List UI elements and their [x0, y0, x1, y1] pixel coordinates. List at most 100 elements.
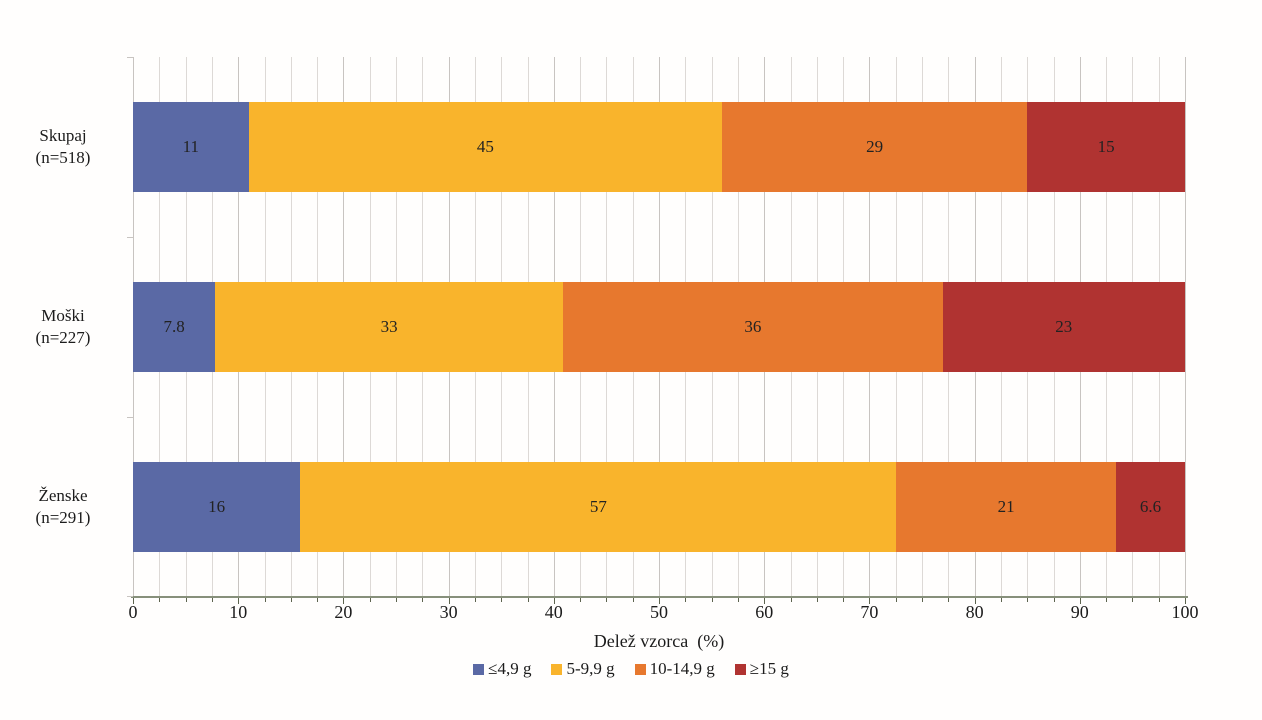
bar-row: 7.8 33 36 23: [133, 237, 1185, 417]
x-axis-tick-label: 10: [229, 602, 248, 622]
y-axis-tick: [127, 417, 133, 418]
bar-value-label: 21: [997, 497, 1015, 516]
x-axis-tick: [448, 598, 450, 604]
x-axis-tick: [317, 598, 319, 602]
legend-swatch: [634, 663, 646, 675]
x-axis-tick-label: 30: [439, 602, 458, 622]
x-axis-tick: [1132, 598, 1134, 602]
x-axis-tick: [422, 598, 424, 602]
x-axis-tick: [1027, 598, 1029, 602]
legend-label: ≥15 g: [749, 659, 789, 678]
x-axis-tick-label: 40: [544, 602, 563, 622]
bar-value-label: 7.8: [163, 317, 185, 336]
x-axis-tick: [685, 598, 687, 602]
bar-segment: 45: [248, 102, 723, 192]
x-axis-tick: [764, 598, 766, 604]
legend-item: ≥15 g: [734, 659, 789, 679]
x-axis-tick: [159, 598, 161, 602]
stacked-bar: 11 45 29 15: [133, 102, 1185, 192]
x-axis-tick: [922, 598, 923, 602]
x-axis-title: Delež vzorca (%): [593, 631, 725, 651]
bar-segment: 57: [300, 462, 897, 552]
bar-segment: 15: [1027, 102, 1185, 192]
x-axis-tick: [343, 598, 345, 604]
x-axis-tick: [238, 598, 240, 604]
x-axis-tick: [974, 598, 976, 604]
x-axis-tick-label: 60: [755, 602, 774, 622]
category-name: Skupaj: [39, 125, 87, 145]
x-axis-tick: [1000, 598, 1002, 602]
x-axis-tick: [948, 598, 950, 602]
x-axis-tick: [553, 598, 555, 604]
x-axis-tick: [580, 598, 582, 602]
bar-segment: 7.8: [133, 282, 216, 372]
x-axis-line: [131, 596, 1188, 598]
chart-legend: ≤4,9 g 5-9,9 g 10-14,9 g ≥15 g: [0, 659, 1262, 679]
x-axis-tick: [211, 598, 213, 602]
x-axis-tick: [711, 598, 713, 602]
category-label: Skupaj (n=518): [0, 57, 126, 237]
x-axis-tick: [659, 598, 660, 604]
x-axis-tick: [1106, 598, 1108, 602]
legend-item: ≤4,9 g: [473, 659, 531, 679]
category-sample-size: (n=518): [35, 148, 91, 167]
x-axis-tick-label: 90: [1070, 602, 1089, 622]
x-axis-tick: [185, 598, 187, 602]
legend-label: ≤4,9 g: [488, 659, 532, 678]
x-axis-tick: [133, 598, 134, 604]
x-axis-tick: [843, 598, 845, 602]
x-axis-tick-label: 70: [860, 602, 879, 622]
bar-value-label: 23: [1055, 317, 1073, 336]
bar-value-label: 29: [866, 137, 884, 156]
legend-item: 10-14,9 g: [634, 659, 715, 679]
x-axis-tick-label: 20: [334, 602, 353, 622]
x-axis-tick: [264, 598, 266, 602]
bar-value-label: 45: [476, 137, 494, 156]
x-axis-tick: [816, 598, 818, 602]
bar-segment: 36: [563, 282, 943, 372]
bar-segment: 29: [722, 102, 1028, 192]
category-sample-size: (n=291): [35, 508, 91, 527]
y-axis-tick: [127, 57, 133, 58]
bar-value-label: 15: [1097, 137, 1115, 156]
x-axis-tick: [527, 598, 529, 602]
legend-swatch: [473, 663, 485, 675]
x-axis-tick: [606, 598, 608, 602]
x-axis-tick: [396, 598, 397, 602]
y-axis-tick: [127, 237, 133, 238]
stacked-bar: 7.8 33 36 23: [133, 282, 1185, 372]
legend-label: 5-9,9 g: [566, 659, 615, 678]
x-axis-tick: [1158, 598, 1160, 602]
legend-item: 5-9,9 g: [551, 659, 615, 679]
bar-value-label: 36: [744, 317, 762, 336]
legend-swatch: [551, 663, 563, 675]
legend-label: 10-14,9 g: [649, 659, 715, 678]
stacked-bar: 16 57 21 6.6: [133, 462, 1185, 552]
x-axis-tick: [501, 598, 503, 602]
bar-value-label: 11: [182, 137, 200, 156]
legend-swatch: [734, 663, 746, 675]
x-axis-tick: [869, 598, 871, 604]
category-sample-size: (n=227): [35, 328, 91, 347]
x-axis-tick: [790, 598, 792, 602]
bar-segment: 23: [942, 282, 1185, 372]
category-name: Moški: [41, 305, 85, 325]
bar-segment: 11: [133, 102, 249, 192]
bar-segment: 33: [215, 282, 564, 372]
plot-area: 11 45 29 15 7.8 33 36 23 16 57 21 6.6: [133, 57, 1186, 597]
bar-row: 11 45 29 15: [133, 57, 1185, 237]
bar-segment: 21: [896, 462, 1116, 552]
bar-value-label: 57: [589, 497, 607, 516]
x-axis-tick: [474, 598, 476, 602]
bar-value-label: 6.6: [1139, 497, 1162, 516]
bar-value-label: 16: [208, 497, 226, 516]
x-axis-tick: [1185, 598, 1186, 604]
bar-segment: 6.6: [1115, 462, 1185, 552]
category-label: Ženske (n=291): [0, 417, 126, 597]
x-axis-tick: [369, 598, 371, 602]
x-axis-tick: [1053, 598, 1055, 602]
bar-value-label: 33: [380, 317, 398, 336]
x-axis-tick-label: 50: [650, 602, 668, 622]
x-axis-tick: [895, 598, 897, 602]
x-axis-tick-label: 100: [1171, 602, 1199, 622]
